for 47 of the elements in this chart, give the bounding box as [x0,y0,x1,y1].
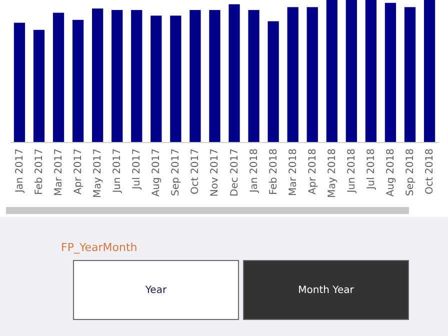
category-label: Year [73,260,239,320]
bar [150,16,162,142]
bar [209,10,220,142]
bar [248,10,260,142]
x-tick-label: Apr 2018 [307,148,318,194]
x-tick-label: Dec 2017 [229,148,240,196]
x-tick-label: May 2017 [92,148,104,198]
bar [112,10,123,142]
bar [92,8,104,142]
x-tick-label: Aug 2018 [385,148,396,197]
x-tick-label: Jan 2017 [14,148,26,194]
category-label: Month Year [243,260,409,320]
x-tick-label: Oct 2018 [424,148,436,194]
x-tick-label: Sep 2017 [170,148,182,196]
x-tick-label: Sep 2018 [405,148,416,196]
bar [384,2,396,142]
x-tick-label: Mar 2018 [288,148,299,196]
bar [228,4,240,142]
bar [424,0,436,142]
x-tick-label: Aug 2017 [151,148,162,197]
bar [287,7,298,142]
x-tick-label: Feb 2018 [268,148,280,195]
x-tick-label: Jun 2018 [346,148,358,194]
bar [365,0,377,142]
bar [14,22,26,142]
x-tick-label: Feb 2017 [34,148,45,195]
x-tick-label: Apr 2017 [73,148,84,194]
bar [170,16,182,142]
bar [190,10,201,142]
bar [306,7,318,142]
x-tick-label: May 2018 [326,148,338,198]
x-tick-label: Jun 2017 [112,148,124,194]
bar [268,21,279,142]
bar [131,10,142,142]
bar [72,20,84,142]
text: FP_YearMonth [61,241,138,254]
x-tick-label: Jul 2018 [366,148,377,190]
x-tick-label: Mar 2017 [54,148,65,196]
bar [346,0,357,142]
bar [326,0,338,142]
bar [33,30,45,142]
x-tick-label: Jul 2017 [132,148,143,190]
x-tick-label: Jan 2018 [248,148,260,194]
x-tick-label: Oct 2017 [190,148,202,194]
bar [52,12,64,142]
bar [404,7,416,142]
x-tick-label: Nov 2017 [210,148,221,197]
